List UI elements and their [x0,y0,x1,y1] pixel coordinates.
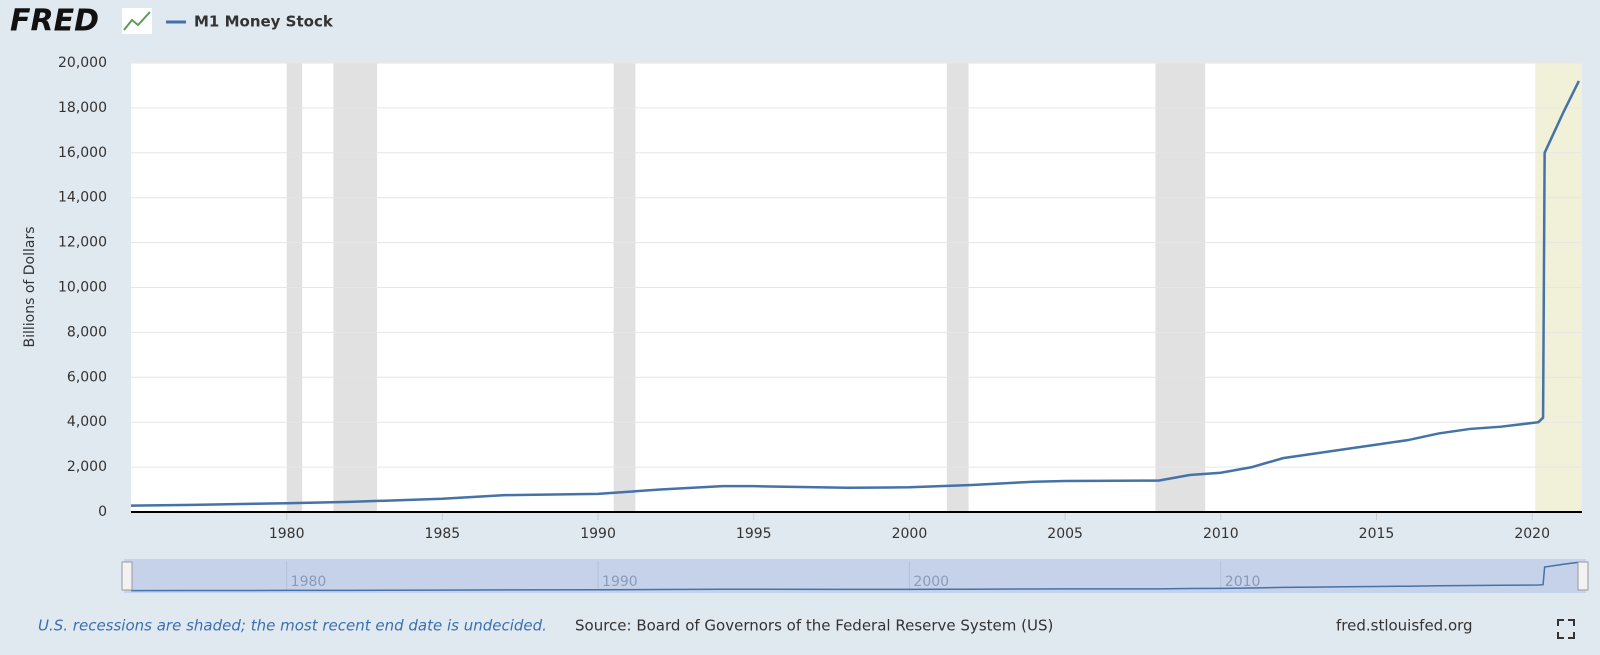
y-tick-label: 20,000 [58,55,107,71]
logo-icon [122,8,152,34]
x-tick-label: 2015 [1359,526,1395,542]
legend-label: M1 Money Stock [194,13,334,31]
navigator-handle-left[interactable] [121,561,133,591]
y-tick-label: 18,000 [58,100,107,116]
recession-note: U.S. recessions are shaded; the most rec… [38,617,547,635]
y-tick-label: 6,000 [67,369,107,385]
x-tick-label: 2005 [1047,526,1083,542]
y-tick-label: 16,000 [58,145,107,161]
y-tick-label: 8,000 [67,324,107,340]
y-tick-label: 2,000 [67,459,107,475]
navigator-tick-label: 2010 [1225,574,1261,590]
data-line [130,80,1581,507]
x-tick-label: 1980 [269,526,305,542]
navigator-tick-label: 1980 [291,574,327,590]
source: Source: Board of Governors of the Federa… [575,617,1053,635]
navigator-tick-label: 2000 [913,574,949,590]
y-tick-label: 14,000 [58,190,107,206]
y-tick-label: 12,000 [58,235,107,251]
x-tick-label: 1990 [580,526,616,542]
y-axis-label: Billions of Dollars [22,226,38,347]
x-tick-label: 1985 [425,526,461,542]
y-tick-label: 0 [98,504,107,520]
x-tick-label: 2010 [1203,526,1239,542]
navigator[interactable] [124,559,1586,593]
x-tick-label: 1995 [736,526,772,542]
navigator-line [130,561,1579,592]
logo: FRED [10,4,99,39]
y-tick-label: 4,000 [67,414,107,430]
x-tick-label: 2020 [1514,526,1550,542]
x-tick-label: 2000 [892,526,928,542]
navigator-handle-right[interactable] [1577,561,1589,591]
navigator-tick-label: 1990 [602,574,638,590]
y-tick-label: 10,000 [58,280,107,296]
url[interactable]: fred.stlouisfed.org [1336,617,1473,635]
fullscreen-icon[interactable] [1557,619,1575,639]
